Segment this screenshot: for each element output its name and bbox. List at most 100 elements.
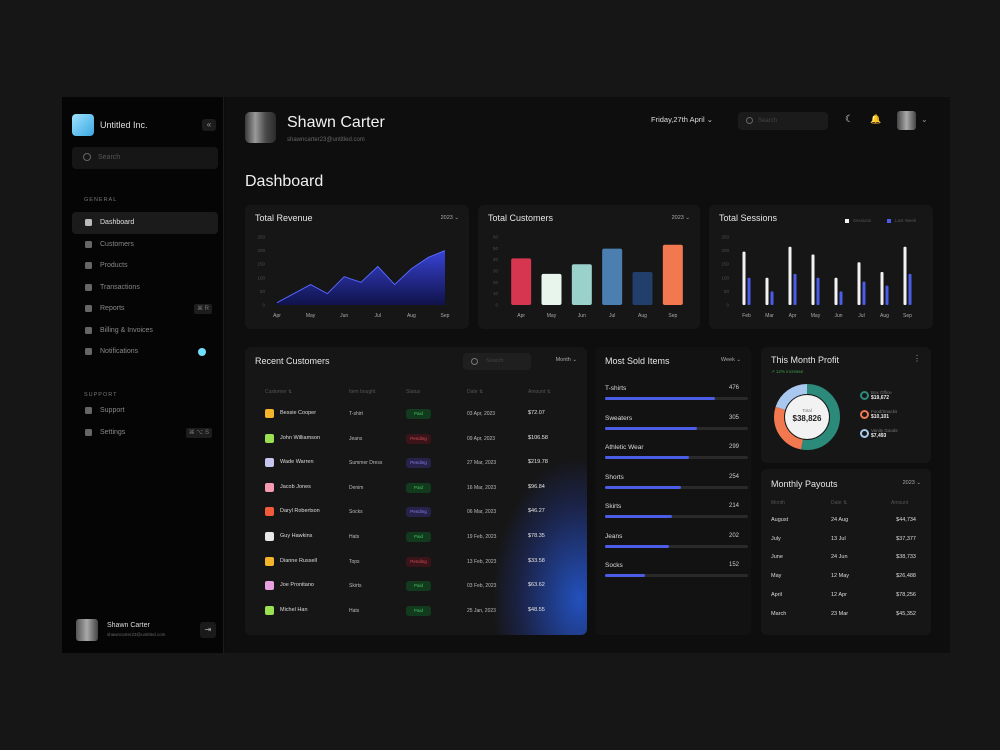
status-badge: Pending <box>406 507 431 518</box>
item-bought: Tops <box>349 558 360 565</box>
customers-bar <box>662 244 683 305</box>
sidebar-item-settings[interactable]: Settings ⌘ ⌥ S <box>72 422 218 444</box>
customer-avatar <box>265 409 274 418</box>
revenue-chart: 0 50 100 150 200 250 Apr May Jun Jul Aug Sep <box>257 235 449 320</box>
item-bought: T-shirt <box>349 411 363 417</box>
monthly-payouts-card: Monthly Payouts 2023 ⌄ Month Date ⇅ Amou… <box>761 469 931 635</box>
customer-name: Guy Hawkins <box>280 533 313 539</box>
date-picker[interactable]: Friday,27th April ⌄ <box>651 115 713 124</box>
x-tick-label: Jun <box>578 313 586 319</box>
recent-customers-card: Recent Customers Search Month ⌄ Customer… <box>245 347 587 635</box>
header-avatar[interactable] <box>897 111 916 130</box>
sidebar-item-billing-invoices[interactable]: Billing & Invoices <box>72 320 218 342</box>
customer-avatar <box>265 433 274 443</box>
chevron-down-icon[interactable]: ⌄ <box>921 115 928 124</box>
progress-fill <box>605 515 673 518</box>
payout-date: 23 Mar <box>831 610 849 617</box>
order-date: 13 Feb, 2023 <box>467 558 497 565</box>
order-amount: $46.27 <box>528 508 545 515</box>
progress-track <box>605 544 748 548</box>
year-select[interactable]: 2023 ⌄ <box>902 480 921 486</box>
legend-food-snacks-label: Food/Snacks <box>871 409 898 414</box>
payout-amount: $44,734 <box>896 517 916 523</box>
header-search-input[interactable]: Search <box>738 112 828 130</box>
legend-box-office-label: Box Office <box>871 390 892 395</box>
status-badge: Pending <box>406 556 431 567</box>
main-content: Shawn Carter shawncarter23@untitled.com … <box>225 97 950 653</box>
month-filter[interactable]: Month ⌄ <box>555 357 577 363</box>
sidebar-item-label: Notifications <box>100 348 139 355</box>
legend-food-snacks: Food/Snacks $10,101 <box>871 409 897 420</box>
y-tick-label: 200 <box>721 248 729 253</box>
year-select[interactable]: 2023 ⌄ <box>671 215 690 221</box>
collapse-sidebar-button[interactable]: « <box>202 119 216 131</box>
item-count: 202 <box>728 532 739 539</box>
sidebar-search-input[interactable]: Search <box>72 147 218 169</box>
last-week-bar <box>770 291 774 305</box>
legend-last-week: Last Week <box>887 218 916 223</box>
legend-box-office-value: $19,672 <box>871 395 890 401</box>
sidebar-item-reports[interactable]: Reports ⌘ R <box>72 298 218 320</box>
week-filter[interactable]: Week ⌄ <box>720 357 741 363</box>
sidebar-user[interactable]: Shawn Carter shawncarter23@untitled.com … <box>76 619 216 645</box>
legend-sessions-label: Sessions <box>853 218 872 223</box>
sessions-bar <box>742 251 746 305</box>
payout-amount: $38,733 <box>896 554 916 561</box>
order-date: 09 Apr, 2023 <box>467 435 496 442</box>
header-search-placeholder: Search <box>758 118 778 124</box>
customers-chart: 0 10 20 30 40 50 60 Apr May Jun Jul Aug Sep <box>493 235 683 319</box>
col-customer[interactable]: Customer ⇅ <box>265 389 293 395</box>
report-icon <box>85 305 92 312</box>
col-date[interactable]: Date ⇅ <box>467 389 484 395</box>
col-month: Month <box>771 500 785 506</box>
customers-search-placeholder: Search <box>486 358 504 364</box>
food-snacks-dot <box>860 410 869 419</box>
status-badge: Paid <box>406 605 431 616</box>
chevron-down-icon: ⌄ <box>706 115 714 124</box>
donut-center <box>785 395 829 439</box>
legend-sessions: Sessions <box>845 218 871 223</box>
status-badge: Paid <box>406 532 431 542</box>
sidebar-item-products[interactable]: Products <box>72 255 218 277</box>
customer-name: John Williamson <box>280 434 321 441</box>
progress-fill <box>605 456 690 459</box>
card-title: Recent Customers <box>255 356 330 366</box>
order-date: 06 Mar, 2023 <box>467 509 497 516</box>
y-tick-label: 150 <box>257 262 265 267</box>
order-amount: $48.55 <box>528 606 545 613</box>
payout-date: 24 Jun <box>831 554 848 561</box>
customers-search-input[interactable]: Search <box>463 353 531 370</box>
x-tick-label: Jun <box>340 313 348 319</box>
x-tick-label: May <box>547 313 557 319</box>
sidebar-item-customers[interactable]: Customers <box>72 234 218 256</box>
customer-avatar <box>265 458 274 468</box>
col-item: Item bought <box>349 389 376 395</box>
last-week-bar <box>816 277 820 305</box>
notification-badge <box>198 348 206 356</box>
logout-icon[interactable]: ⇥ <box>200 622 216 638</box>
y-tick-label: 50 <box>724 289 730 294</box>
moon-icon[interactable]: ☾ <box>845 114 854 125</box>
progress-fill <box>605 426 697 430</box>
order-amount: $72.07 <box>528 410 545 416</box>
more-menu-icon[interactable]: ⋮ <box>913 354 921 363</box>
sidebar-item-dashboard[interactable]: Dashboard <box>72 212 218 234</box>
year-select[interactable]: 2023 ⌄ <box>440 215 459 221</box>
status-badge: Paid <box>406 409 431 419</box>
legend-vanity-goods: Vanity Goods $7,493 <box>871 428 898 439</box>
card-title: Monthly Payouts <box>771 479 838 489</box>
sidebar-item-support[interactable]: Support <box>72 400 218 422</box>
status-badge: Pending <box>406 433 431 444</box>
progress-fill <box>605 574 646 577</box>
col-amount[interactable]: Amount ⇅ <box>528 389 551 395</box>
customer-avatar <box>265 605 274 615</box>
bell-icon[interactable]: 🔔 <box>870 114 882 124</box>
col-date[interactable]: Date ⇅ <box>831 500 848 506</box>
sidebar-item-notifications[interactable]: Notifications <box>72 341 218 363</box>
most-sold-items-card: Most Sold Items Week ⌄ T-shirts 476 Sweate… <box>595 347 751 635</box>
status-badge: Paid <box>406 482 431 493</box>
order-amount: $96.84 <box>528 483 545 490</box>
sidebar-item-transactions[interactable]: Transactions <box>72 277 218 299</box>
sidebar-item-label: Customers <box>100 240 134 248</box>
page-title: Dashboard <box>245 173 324 190</box>
